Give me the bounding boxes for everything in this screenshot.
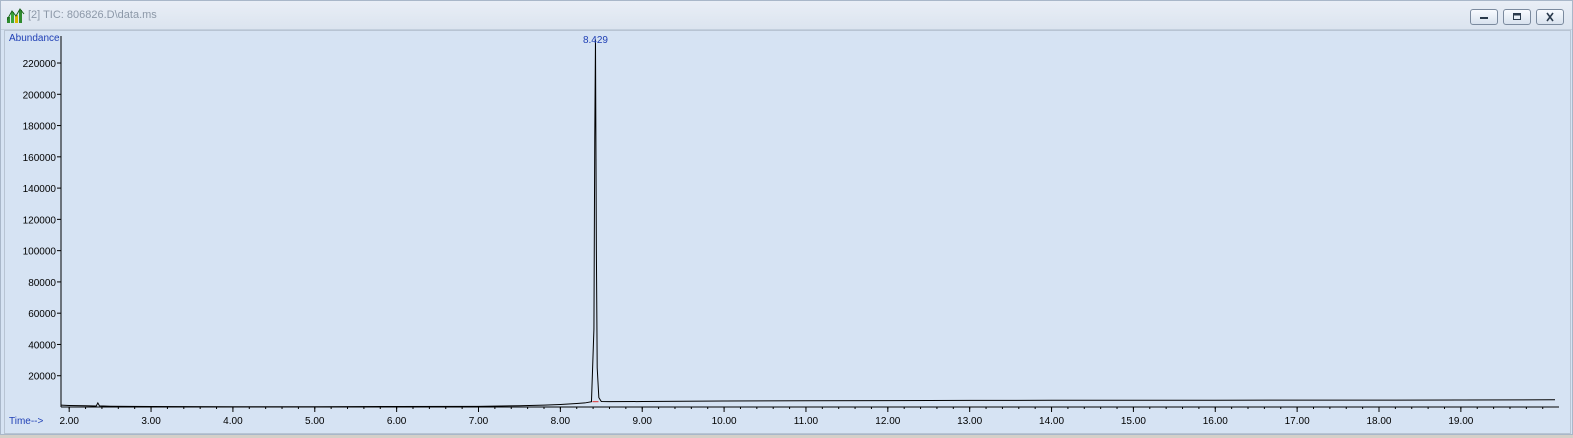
chromatogram-chart[interactable]: 20000 40000 60000 80000 100000 120000 140000 16… — [5, 31, 1570, 433]
close-icon — [1546, 12, 1554, 22]
x-tick-label: 3.00 — [141, 416, 161, 427]
x-tick-label: 5.00 — [305, 416, 325, 427]
x-tick-label: 15.00 — [1121, 416, 1146, 427]
y-axis-label: Abundance — [9, 33, 60, 44]
y-tick-label: 40000 — [28, 340, 56, 351]
minimize-button[interactable] — [1470, 9, 1498, 25]
x-tick-label: 19.00 — [1448, 416, 1473, 427]
y-tick-label: 100000 — [23, 247, 57, 258]
x-tick-label: 12.00 — [875, 416, 900, 427]
x-tick-label: 4.00 — [223, 416, 243, 427]
x-tick-label: 10.00 — [712, 416, 737, 427]
x-tick-label: 18.00 — [1366, 416, 1391, 427]
y-tick-label: 60000 — [28, 309, 56, 320]
x-tick-label: 6.00 — [387, 416, 407, 427]
y-tick-label: 160000 — [23, 153, 57, 164]
x-tick-label: 8.00 — [551, 416, 571, 427]
chromatogram-app-icon — [7, 8, 25, 23]
x-tick-label: 14.00 — [1039, 416, 1064, 427]
close-button[interactable] — [1536, 9, 1564, 25]
y-tick-label: 80000 — [28, 278, 56, 289]
y-tick-label: 220000 — [23, 59, 57, 70]
y-tick-label: 200000 — [23, 90, 57, 101]
x-axis-label: Time--> — [9, 416, 44, 427]
restore-icon — [1513, 13, 1521, 20]
restore-button[interactable] — [1503, 9, 1531, 25]
y-tick-label: 120000 — [23, 215, 57, 226]
x-tick-label: 7.00 — [469, 416, 489, 427]
chromatogram-plot-area[interactable]: 20000 40000 60000 80000 100000 120000 140000 16… — [4, 30, 1571, 434]
peak-label: 8.429 — [583, 35, 608, 46]
x-tick-label: 16.00 — [1203, 416, 1228, 427]
y-tick-label: 140000 — [23, 184, 57, 195]
x-tick-label: 17.00 — [1285, 416, 1310, 427]
minimize-icon — [1480, 17, 1488, 19]
y-tick-label: 180000 — [23, 122, 57, 133]
title-bar[interactable]: [2] TIC: 806826.D\data.ms — [1, 1, 1572, 30]
tic-trace[interactable] — [60, 39, 1556, 408]
x-tick-label: 11.00 — [794, 416, 819, 427]
x-tick-label: 2.00 — [59, 416, 79, 427]
x-tick-label: 9.00 — [632, 416, 652, 427]
window-title: [2] TIC: 806826.D\data.ms — [28, 9, 157, 21]
y-tick-label: 20000 — [28, 372, 56, 383]
x-tick-label: 13.00 — [957, 416, 982, 427]
